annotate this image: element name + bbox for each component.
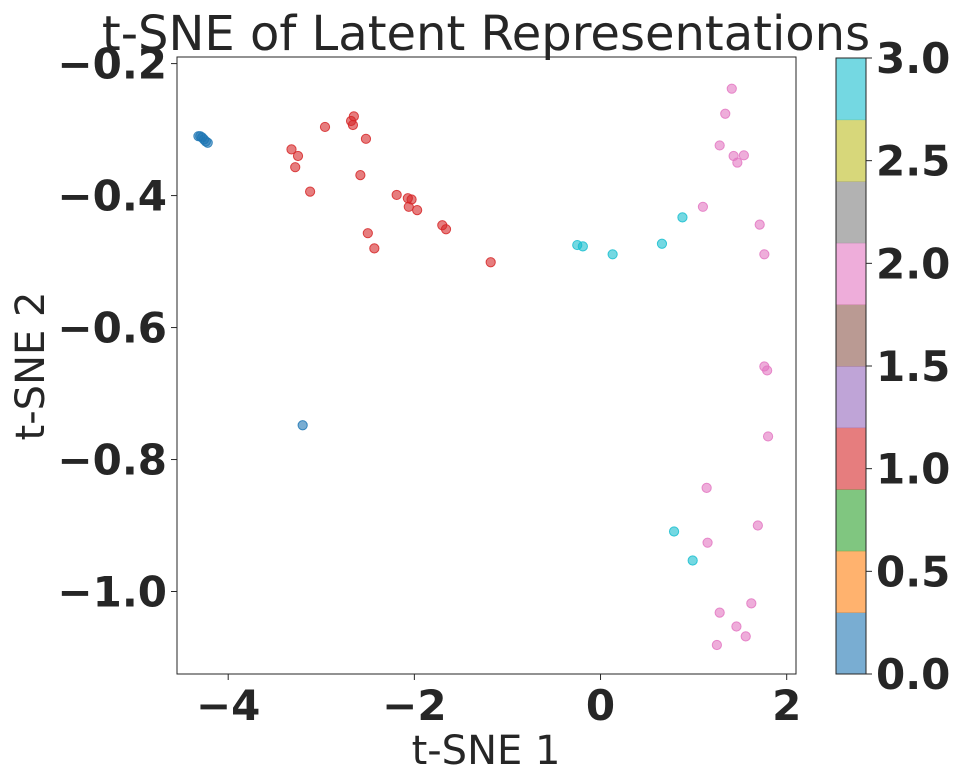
data-point bbox=[714, 607, 725, 618]
x-tick-label: 2 bbox=[772, 681, 801, 730]
data-point bbox=[701, 482, 712, 494]
data-point bbox=[668, 526, 680, 537]
y-axis-ticks: −0.2 −0.4 −0.6 −0.8 −1.0 bbox=[57, 40, 177, 617]
data-point bbox=[369, 243, 380, 254]
colorbar-segment bbox=[836, 489, 866, 552]
scatter-points bbox=[193, 83, 774, 651]
data-point bbox=[362, 228, 373, 239]
data-point bbox=[412, 204, 423, 216]
colorbar-tick-label: 3.0 bbox=[876, 34, 950, 83]
data-point bbox=[347, 119, 359, 131]
x-tick-label: −2 bbox=[382, 681, 446, 730]
data-point bbox=[355, 170, 366, 181]
data-point bbox=[697, 201, 709, 212]
colorbar-tick-label: 1.5 bbox=[876, 342, 950, 391]
colorbar-segment bbox=[836, 58, 866, 121]
y-tick-label: −0.6 bbox=[57, 304, 167, 353]
data-point bbox=[702, 537, 713, 548]
y-axis-label: t-SNE 2 bbox=[8, 292, 54, 441]
data-point bbox=[360, 133, 372, 144]
x-tick-label: 0 bbox=[586, 681, 615, 730]
colorbar-segment bbox=[836, 612, 866, 675]
data-point bbox=[687, 555, 698, 566]
colorbar bbox=[835, 57, 867, 675]
data-point bbox=[754, 219, 765, 230]
plot-area-frame bbox=[176, 56, 797, 675]
data-point bbox=[726, 83, 737, 94]
data-point bbox=[738, 150, 749, 161]
data-point bbox=[607, 249, 618, 260]
colorbar-segment bbox=[836, 242, 866, 305]
x-axis-ticks: −4 −2 0 2 bbox=[196, 674, 801, 730]
data-point bbox=[677, 212, 688, 223]
data-point bbox=[762, 365, 773, 376]
data-point bbox=[305, 186, 316, 197]
data-point bbox=[577, 241, 588, 252]
x-tick-label: −4 bbox=[196, 681, 260, 730]
y-tick-label: −0.4 bbox=[57, 172, 167, 221]
data-point bbox=[286, 144, 297, 155]
y-tick-label: −0.2 bbox=[57, 40, 167, 89]
data-point bbox=[292, 150, 304, 162]
colorbar-segment bbox=[836, 427, 866, 490]
data-point bbox=[656, 238, 668, 249]
data-point bbox=[391, 189, 402, 201]
colorbar-ticks: 0.0 0.5 1.0 1.5 2.0 2.5 3.0 bbox=[866, 34, 950, 699]
data-point bbox=[202, 137, 213, 148]
data-point bbox=[720, 108, 731, 119]
data-point bbox=[732, 157, 743, 168]
data-point bbox=[485, 257, 496, 268]
data-point bbox=[319, 121, 331, 133]
data-point bbox=[348, 111, 359, 122]
data-point bbox=[759, 249, 770, 260]
chart-title: t-SNE of Latent Representations bbox=[102, 6, 870, 62]
data-point bbox=[762, 431, 774, 442]
colorbar-tick-label: 0.5 bbox=[876, 547, 950, 596]
data-point bbox=[711, 639, 722, 651]
y-tick-label: −0.8 bbox=[57, 436, 167, 485]
colorbar-segment bbox=[836, 119, 866, 182]
data-point bbox=[290, 162, 301, 173]
colorbar-tick-label: 2.5 bbox=[876, 137, 950, 186]
colorbar-segment bbox=[836, 366, 866, 429]
data-point bbox=[297, 420, 308, 431]
y-tick-label: −1.0 bbox=[57, 568, 167, 617]
colorbar-segment bbox=[836, 181, 866, 244]
colorbar-tick-label: 0.0 bbox=[876, 650, 950, 699]
data-point bbox=[752, 520, 763, 531]
colorbar-segment bbox=[836, 550, 866, 613]
data-point bbox=[440, 224, 452, 235]
data-point bbox=[403, 201, 414, 212]
x-axis-label: t-SNE 1 bbox=[412, 728, 561, 774]
data-point bbox=[731, 621, 742, 632]
colorbar-tick-label: 2.0 bbox=[876, 239, 950, 288]
data-point bbox=[740, 631, 751, 642]
data-point bbox=[746, 598, 757, 609]
colorbar-tick-label: 1.0 bbox=[876, 445, 950, 494]
colorbar-segment bbox=[836, 304, 866, 367]
data-point bbox=[714, 140, 725, 151]
